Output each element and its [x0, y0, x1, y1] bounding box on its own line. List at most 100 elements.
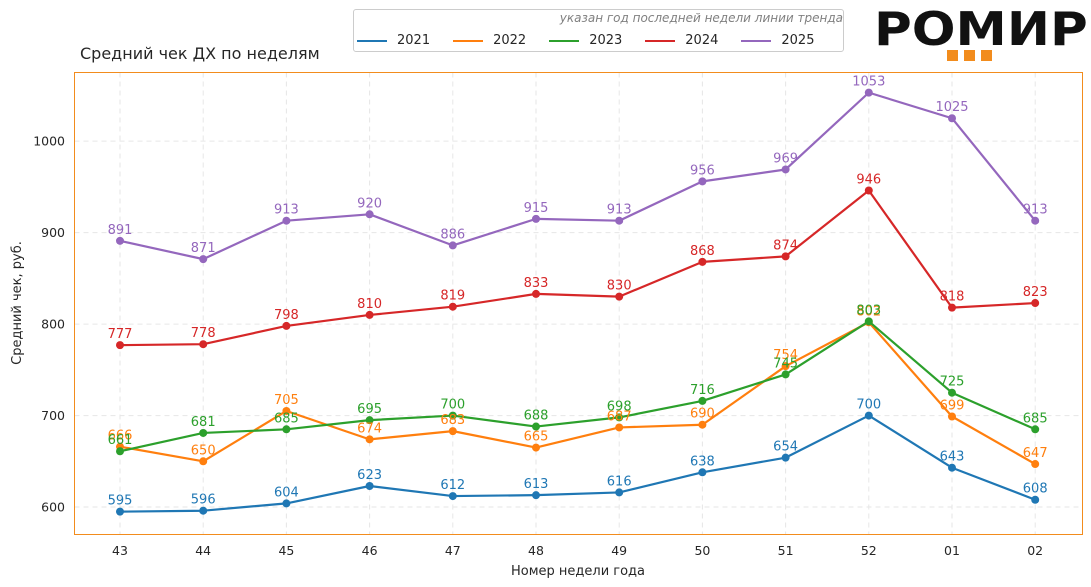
data-point-2023 [116, 447, 124, 456]
legend-item-2024: 2024 [645, 33, 718, 48]
data-label-2025: 871 [191, 241, 216, 256]
data-point-2023 [1031, 425, 1040, 434]
data-point-2023 [864, 317, 873, 326]
data-point-2022 [199, 457, 208, 466]
chart-title: Средний чек ДХ по неделям [80, 44, 320, 63]
data-point-2021 [948, 463, 956, 472]
legend-note: указан год последней недели линии тренда [559, 11, 843, 25]
series-line-2025 [119, 91, 1037, 261]
data-point-2022 [532, 443, 540, 452]
data-label-2025: 1053 [852, 75, 885, 90]
y-tick-label: 1000 [33, 134, 65, 149]
data-label-2021: 623 [357, 468, 382, 483]
data-point-2023 [199, 428, 208, 437]
data-label-2024: 777 [108, 327, 133, 342]
data-label-2025: 969 [773, 151, 798, 166]
legend-item-2022: 2022 [453, 33, 526, 48]
data-point-2023 [615, 413, 624, 422]
x-tick-label: 52 [861, 543, 877, 558]
data-label-2024: 823 [1023, 285, 1048, 300]
data-point-2021 [698, 468, 707, 477]
data-label-2025: 956 [690, 163, 715, 178]
data-label-2022: 666 [108, 429, 133, 444]
legend-items: 2021 2022 2023 2024 2025 [357, 33, 837, 48]
data-label-2025: 1025 [935, 100, 968, 115]
x-tick-label: 51 [778, 543, 794, 558]
data-label-2023: 685 [274, 411, 299, 426]
data-label-2022: 699 [940, 398, 965, 413]
romir-logo: РОМИР [874, 6, 1088, 64]
data-point-2024 [615, 292, 624, 301]
plot-frame [74, 72, 1083, 535]
legend-label: 2023 [589, 33, 623, 48]
data-label-2024: 946 [856, 173, 881, 188]
data-point-2025 [282, 216, 291, 225]
data-point-2021 [199, 506, 208, 515]
y-tick-label: 900 [41, 225, 65, 240]
x-tick-label: 48 [528, 543, 544, 558]
legend-label: 2024 [685, 33, 719, 48]
y-ticks: 600 700 800 900 1000 [33, 134, 65, 515]
x-tick-label: 44 [195, 543, 211, 558]
data-label-2024: 818 [940, 290, 965, 305]
data-point-2022 [448, 427, 457, 436]
x-tick-label: 45 [278, 543, 294, 558]
data-label-2022: 754 [773, 348, 798, 363]
data-label-2024: 868 [690, 244, 715, 259]
x-tick-label: 01 [944, 543, 960, 558]
data-point-2023 [365, 416, 374, 425]
data-label-2022: 687 [607, 409, 632, 424]
data-label-2023: 716 [690, 383, 715, 398]
data-point-2021 [282, 499, 291, 508]
data-label-2021: 700 [856, 398, 881, 413]
x-axis-label: Номер недели года [511, 564, 645, 579]
data-label-2025: 886 [440, 227, 465, 242]
legend-item-2021: 2021 [357, 33, 430, 48]
series-line-2024 [119, 189, 1036, 347]
data-point-2025 [365, 210, 374, 219]
data-label-2021: 596 [191, 493, 216, 508]
series-line-2023 [119, 320, 1036, 453]
series-line-2022 [119, 321, 1036, 466]
data-label-2021: 654 [773, 440, 798, 455]
data-point-2025 [781, 165, 790, 174]
data-point-2021 [864, 411, 873, 420]
data-point-2024 [282, 321, 291, 330]
legend-swatch [453, 39, 484, 42]
legend-label: 2025 [781, 33, 815, 48]
data-point-2021 [448, 492, 457, 501]
data-label-2021: 613 [524, 477, 549, 492]
data-label-2022: 690 [690, 407, 715, 422]
data-label-2022: 683 [440, 413, 465, 428]
data-point-2024 [698, 257, 707, 266]
data-point-2025 [448, 241, 457, 250]
data-label-2023: 681 [191, 415, 216, 430]
data-point-2023 [781, 370, 790, 379]
data-point-2024 [199, 340, 208, 349]
data-point-2023 [448, 411, 457, 420]
legend-item-2025: 2025 [741, 33, 814, 48]
data-point-2022 [615, 423, 624, 432]
data-label-2022: 647 [1023, 446, 1048, 461]
data-point-2025 [116, 236, 124, 245]
x-tick-label: 50 [694, 543, 710, 558]
data-label-2023: 745 [773, 356, 798, 371]
data-point-2025 [199, 255, 208, 264]
logo-square [964, 50, 975, 61]
data-point-2023 [698, 396, 707, 405]
data-point-2021 [365, 482, 374, 491]
logo-squares [947, 50, 998, 61]
data-label-2024: 778 [191, 326, 216, 341]
data-label-2025: 913 [1023, 203, 1048, 218]
data-label-2021: 616 [607, 474, 632, 489]
data-label-2021: 595 [108, 494, 133, 509]
data-point-2022 [1031, 460, 1040, 469]
data-point-2025 [1031, 216, 1040, 225]
data-point-2023 [948, 388, 956, 397]
y-tick-label: 800 [41, 317, 65, 332]
y-tick-label: 600 [41, 500, 65, 515]
legend-swatch [741, 39, 772, 42]
data-point-2024 [948, 303, 956, 312]
series-line-2021 [119, 414, 1036, 513]
